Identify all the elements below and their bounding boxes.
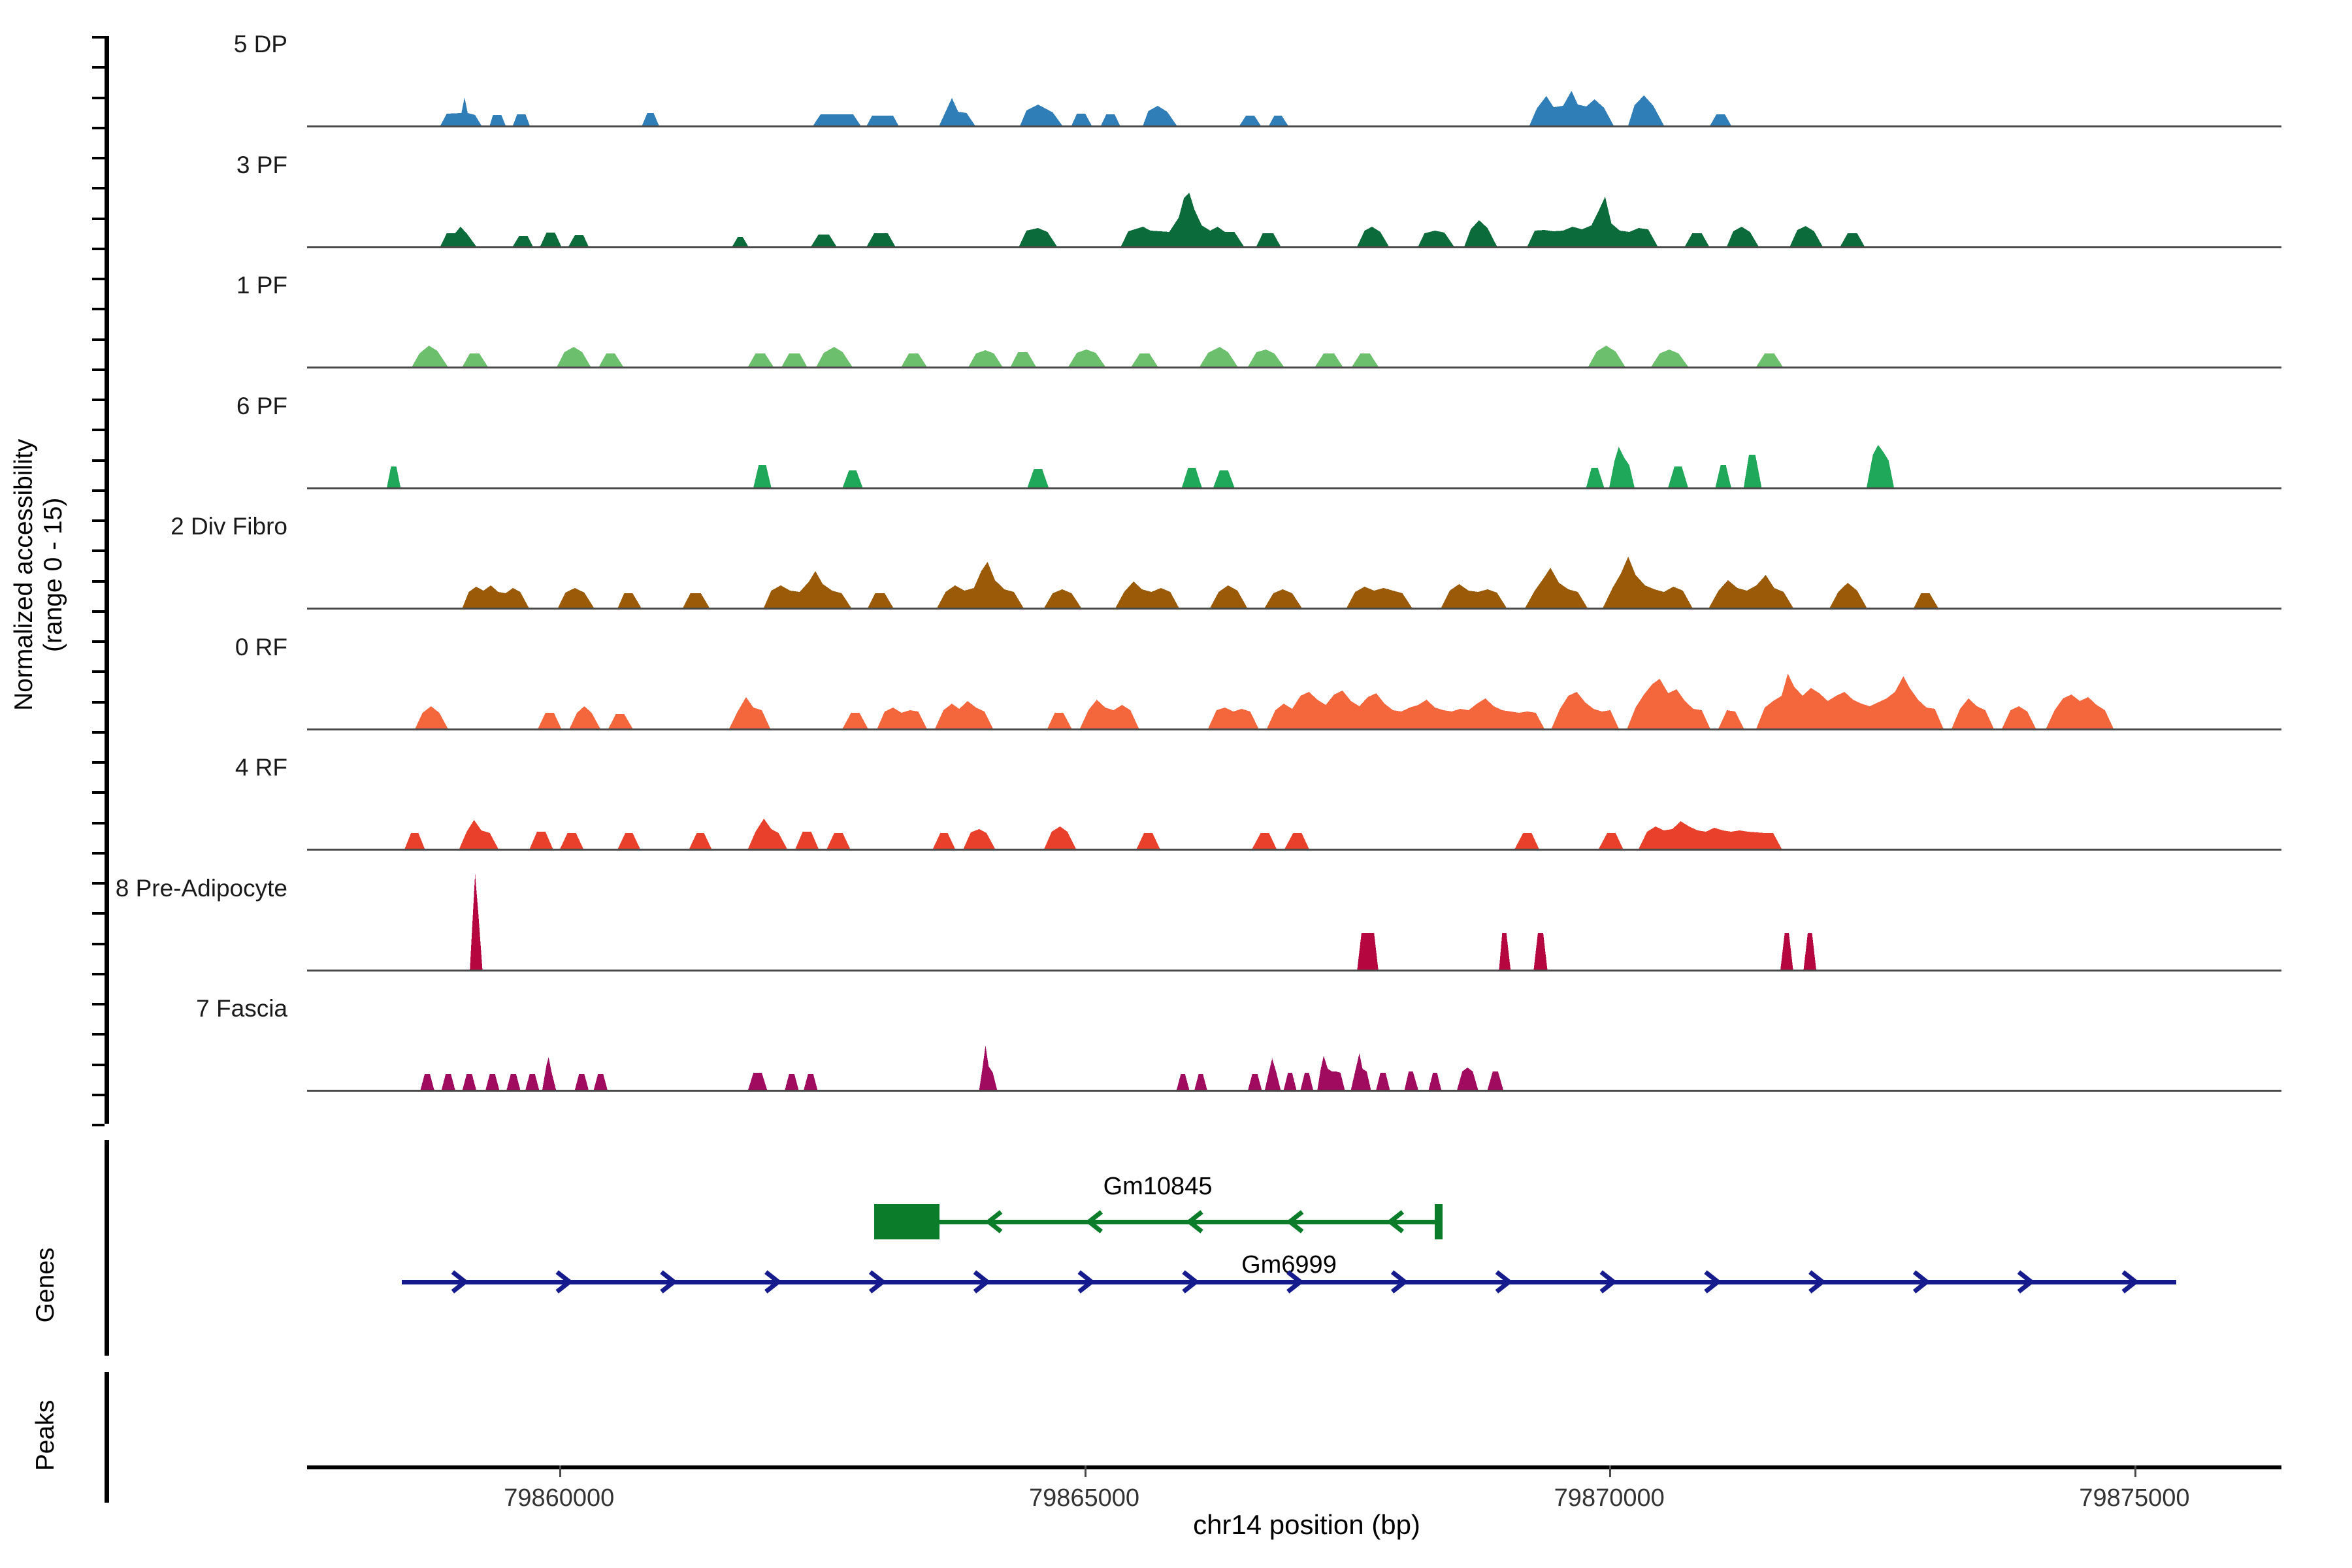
axis-tick — [92, 459, 105, 462]
track-baseline — [307, 849, 2281, 851]
track-label-3-pf: 3 PF — [236, 151, 287, 178]
gene-strand-arrows-gm6999 — [451, 1270, 2139, 1294]
axis-tick — [92, 519, 105, 522]
axis-tick — [92, 821, 105, 825]
axis-tick — [92, 1124, 105, 1126]
axis-tick — [92, 489, 105, 492]
axis-tick — [92, 1003, 105, 1005]
genes-axis-spine — [105, 1140, 109, 1356]
axis-tick — [92, 1033, 105, 1036]
axis-tick — [92, 278, 105, 280]
axis-tick — [92, 338, 105, 341]
track-baseline — [307, 728, 2281, 730]
x-axis-tick — [1084, 1465, 1086, 1477]
signal-track-0-rf — [307, 630, 2281, 728]
axis-tick — [92, 157, 105, 159]
signal-track-4-rf — [307, 751, 2281, 849]
axis-tick — [92, 399, 105, 401]
axis-tick — [92, 730, 105, 734]
axis-tick — [92, 700, 105, 704]
x-axis-tick-label: 79870000 — [1554, 1484, 1665, 1512]
track-baseline — [307, 487, 2281, 489]
track-baseline — [307, 969, 2281, 972]
track-baseline — [307, 608, 2281, 610]
track-label-6-pf: 6 PF — [236, 392, 287, 419]
signal-track-3-pf — [307, 148, 2281, 246]
track-baseline — [307, 1090, 2281, 1092]
axis-tick — [92, 882, 105, 885]
signal-track-2-div-fibro — [307, 510, 2281, 608]
signal-track-8-pre-adipocyte — [307, 872, 2281, 970]
signal-track-1-pf — [307, 269, 2281, 367]
x-axis-title: chr14 position (bp) — [1193, 1509, 1420, 1540]
x-axis-tick — [559, 1465, 561, 1477]
accessibility-axis-ticks — [92, 36, 105, 1126]
peaks-axis-label: Peaks — [31, 1399, 59, 1471]
track-label-0-rf: 0 RF — [235, 633, 287, 661]
track-baseline — [307, 246, 2281, 248]
gene-exon-gm10845 — [874, 1204, 939, 1239]
x-axis-tick-label: 79860000 — [504, 1484, 615, 1512]
gene-strand-arrows-gm10845 — [985, 1210, 1405, 1233]
track-label-2-div-fibro: 2 Div Fibro — [171, 513, 287, 540]
track-label-4-rf: 4 RF — [235, 754, 287, 781]
gene-body-gm6999 — [401, 1280, 2177, 1284]
x-axis-tick-label: 79865000 — [1028, 1484, 1140, 1512]
track-label-7-fascia: 7 Fascia — [196, 995, 287, 1022]
axis-tick — [92, 66, 105, 69]
axis-tick — [92, 429, 105, 432]
track-label-1-pf: 1 PF — [236, 272, 287, 299]
axis-tick — [92, 217, 105, 220]
track-label-5-dp: 5 DP — [233, 31, 287, 57]
track-label-8-pre-adipocyte: 8 Pre-Adipocyte — [115, 874, 287, 902]
axis-tick — [92, 308, 105, 311]
genes-axis-label: Genes — [31, 1247, 59, 1323]
signal-track-7-fascia — [307, 992, 2281, 1090]
track-baseline — [307, 125, 2281, 127]
gene-label-gm10845: Gm10845 — [1103, 1173, 1213, 1200]
axis-tick — [92, 640, 105, 643]
gene-terminal-exon-gm10845 — [1435, 1204, 1443, 1239]
axis-tick — [92, 187, 105, 190]
axis-tick — [92, 36, 105, 39]
axis-tick — [92, 670, 105, 674]
peaks-axis-spine — [105, 1372, 109, 1503]
signal-track-6-pf — [307, 389, 2281, 487]
axis-tick — [92, 972, 105, 975]
gene-body-gm10845 — [874, 1220, 1442, 1224]
track-baseline — [307, 367, 2281, 368]
axis-tick — [92, 942, 105, 945]
x-axis-tick-label: 79875000 — [2079, 1484, 2190, 1512]
axis-tick — [92, 791, 105, 794]
axis-tick — [92, 1093, 105, 1096]
axis-tick — [92, 368, 105, 371]
axis-tick — [92, 126, 105, 129]
x-axis-tick — [1609, 1465, 1612, 1477]
x-axis-spine — [307, 1465, 2281, 1469]
axis-tick — [92, 912, 105, 915]
axis-tick — [92, 1063, 105, 1066]
accessibility-axis-spine — [105, 36, 109, 1124]
axis-tick — [92, 549, 105, 553]
axis-tick — [92, 580, 105, 583]
x-axis-tick — [2134, 1465, 2136, 1477]
axis-tick — [92, 761, 105, 764]
signal-track-5-dp — [307, 27, 2281, 125]
axis-tick — [92, 851, 105, 855]
axis-tick — [92, 610, 105, 613]
axis-tick — [92, 247, 105, 250]
axis-tick — [92, 96, 105, 99]
